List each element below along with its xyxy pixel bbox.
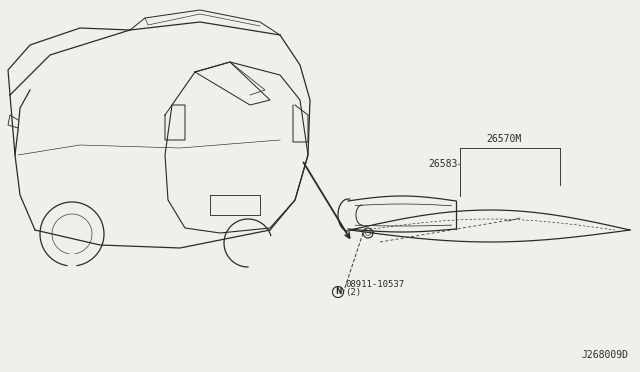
Text: N: N [335,288,341,296]
Text: 26570M: 26570M [486,134,522,144]
Text: (2): (2) [346,288,362,297]
Text: 08911-10537: 08911-10537 [346,280,404,289]
Text: J268009D: J268009D [581,350,628,360]
Text: 26583: 26583 [429,159,458,169]
